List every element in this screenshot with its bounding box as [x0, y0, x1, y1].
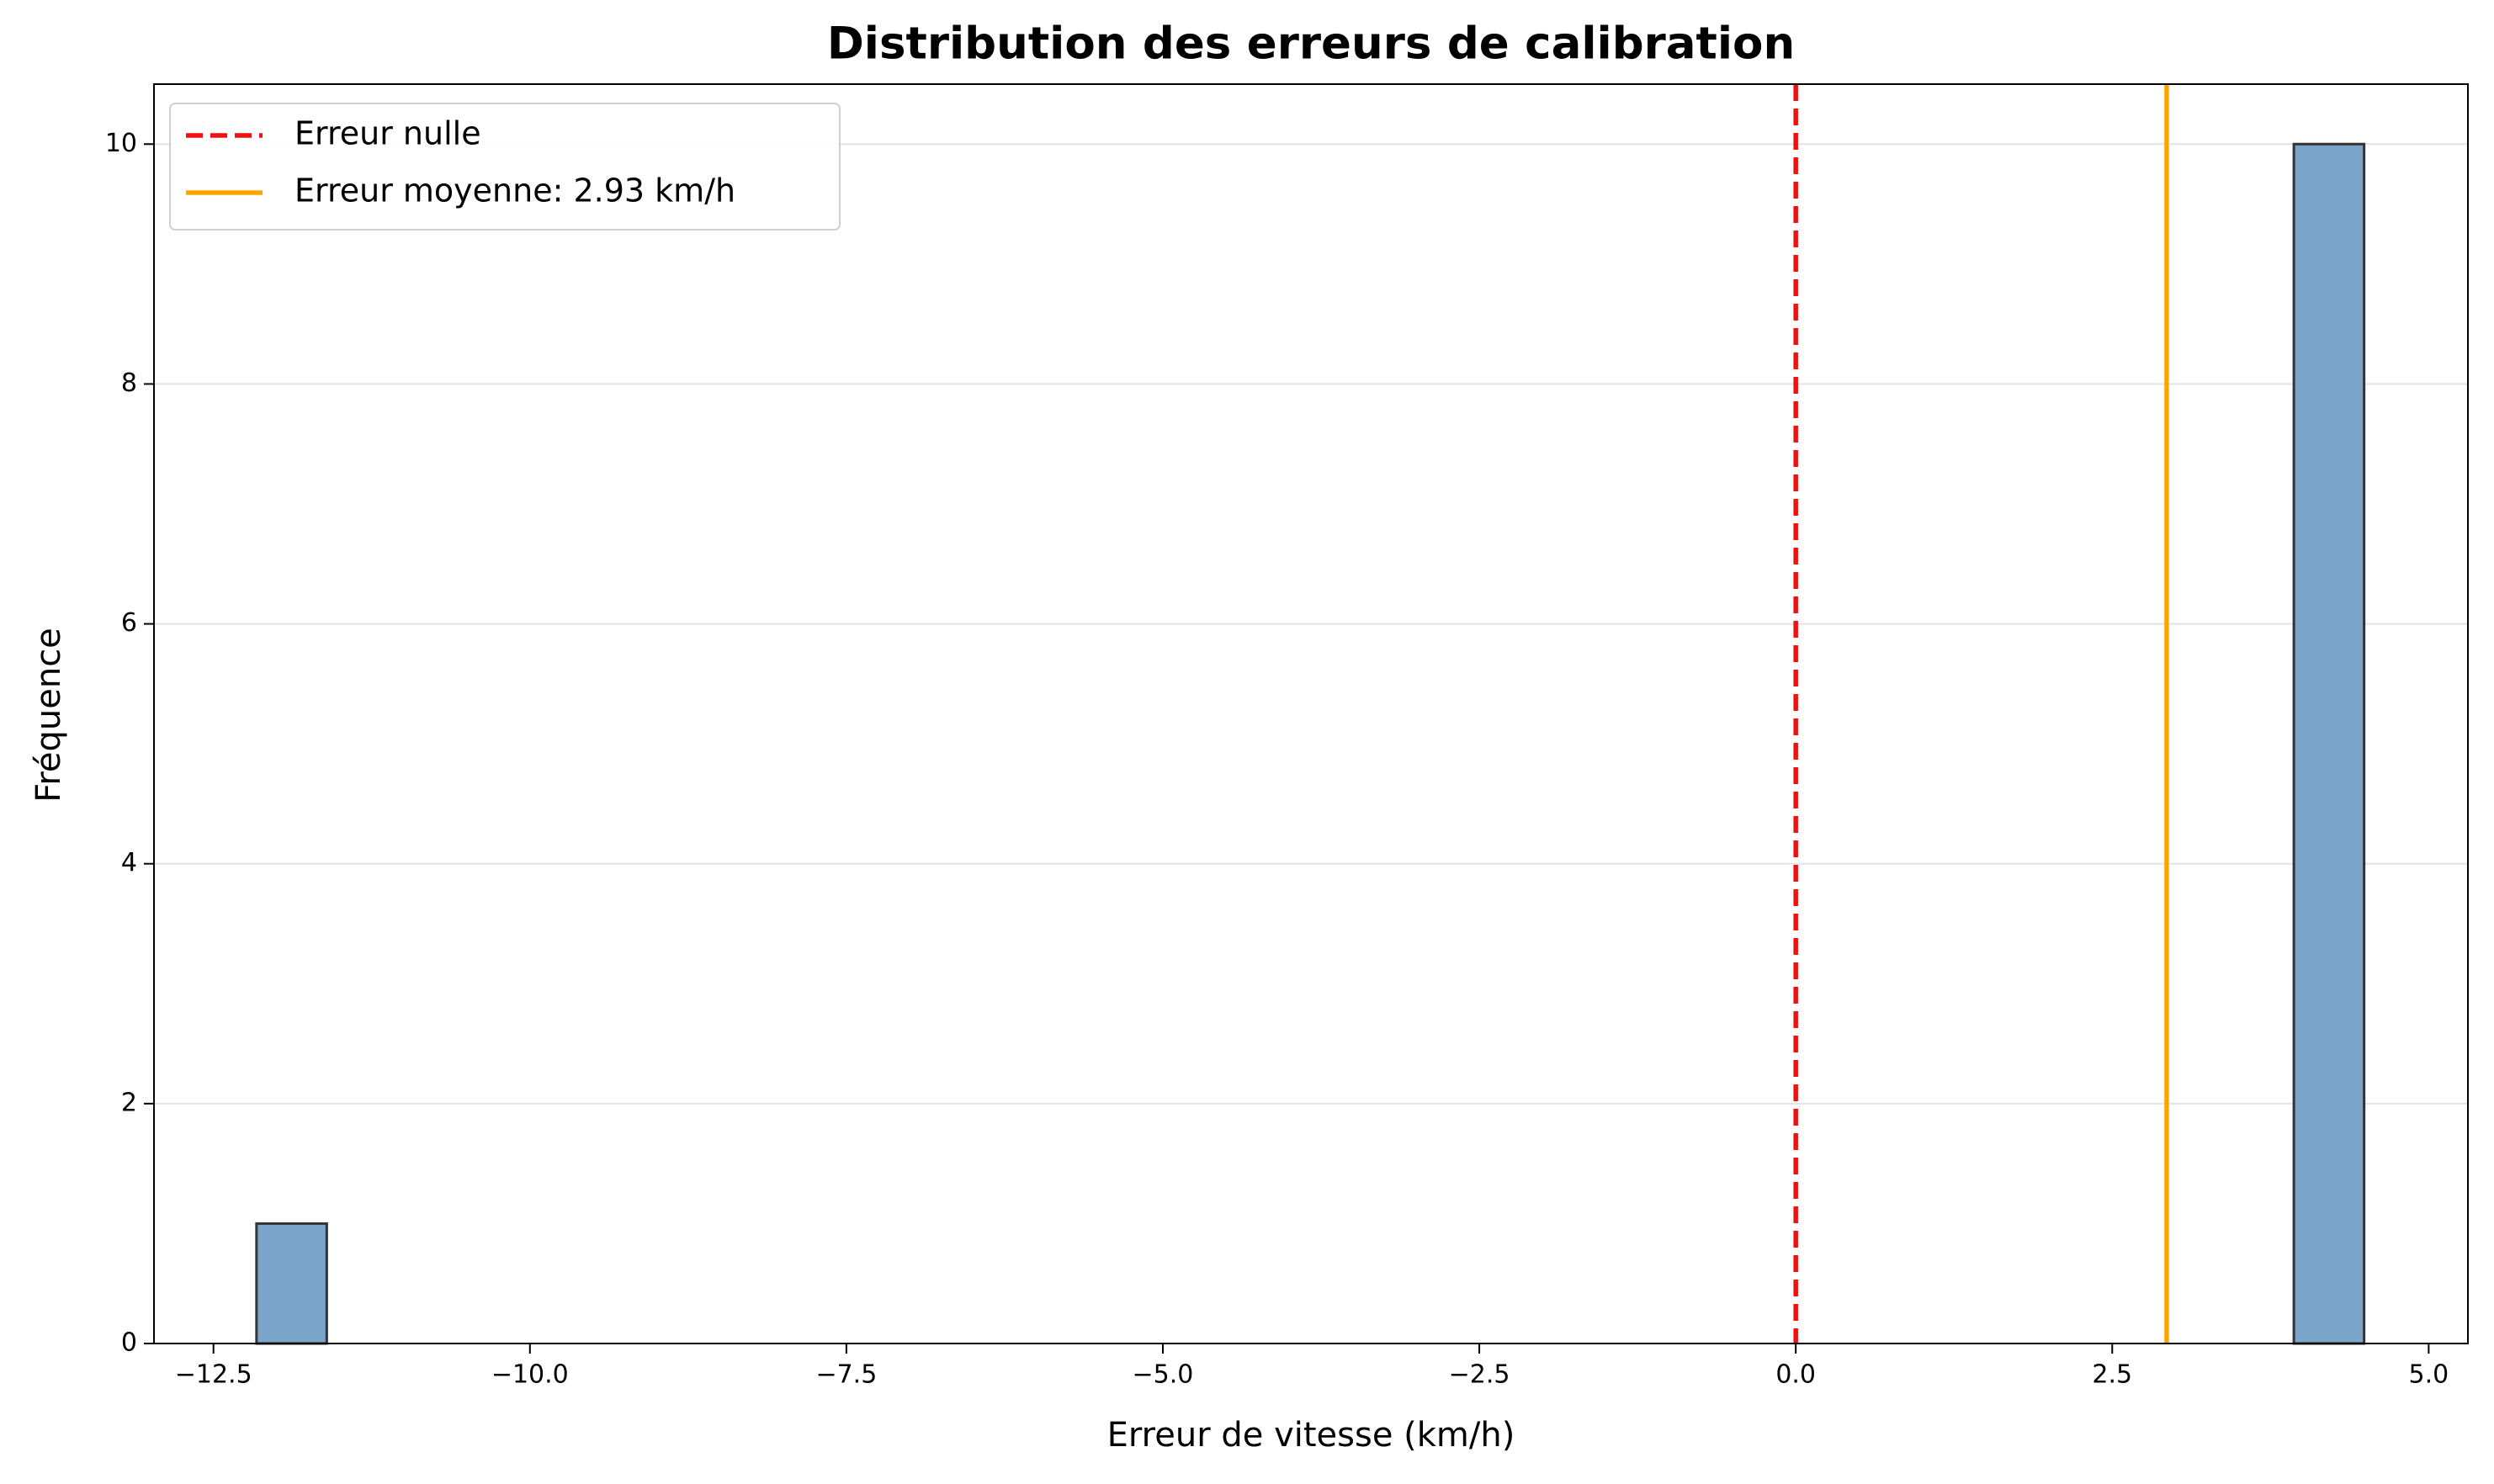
plot-frame: [153, 83, 2469, 1344]
x-tick-label: −10.0: [491, 1360, 569, 1390]
bar: [2292, 142, 2366, 1345]
x-tick-label: 5.0: [2409, 1360, 2449, 1390]
legend-label: Erreur moyenne: 2.93 km/h: [295, 172, 735, 209]
bar: [255, 1222, 328, 1345]
legend-label: Erreur nulle: [295, 115, 481, 152]
x-tick-label: −12.5: [175, 1360, 252, 1390]
y-tick-label: 4: [121, 848, 137, 877]
x-tick-label: −7.5: [815, 1360, 877, 1390]
x-tick-label: 0.0: [1775, 1360, 1816, 1390]
chart-title: Distribution des erreurs de calibration: [827, 19, 1795, 70]
y-axis-label: Fréquence: [29, 628, 68, 803]
x-tick-label: 2.5: [2092, 1360, 2132, 1390]
legend-box: [169, 103, 841, 231]
x-tick-label: −2.5: [1449, 1360, 1510, 1390]
x-tick-label: −5.0: [1133, 1360, 1194, 1390]
y-tick-label: 10: [105, 129, 137, 158]
x-axis-label: Erreur de vitesse (km/h): [1107, 1416, 1515, 1455]
y-tick-label: 8: [121, 368, 137, 398]
y-tick-label: 0: [121, 1328, 137, 1358]
y-tick-label: 6: [121, 608, 137, 638]
y-tick-label: 2: [121, 1088, 137, 1117]
